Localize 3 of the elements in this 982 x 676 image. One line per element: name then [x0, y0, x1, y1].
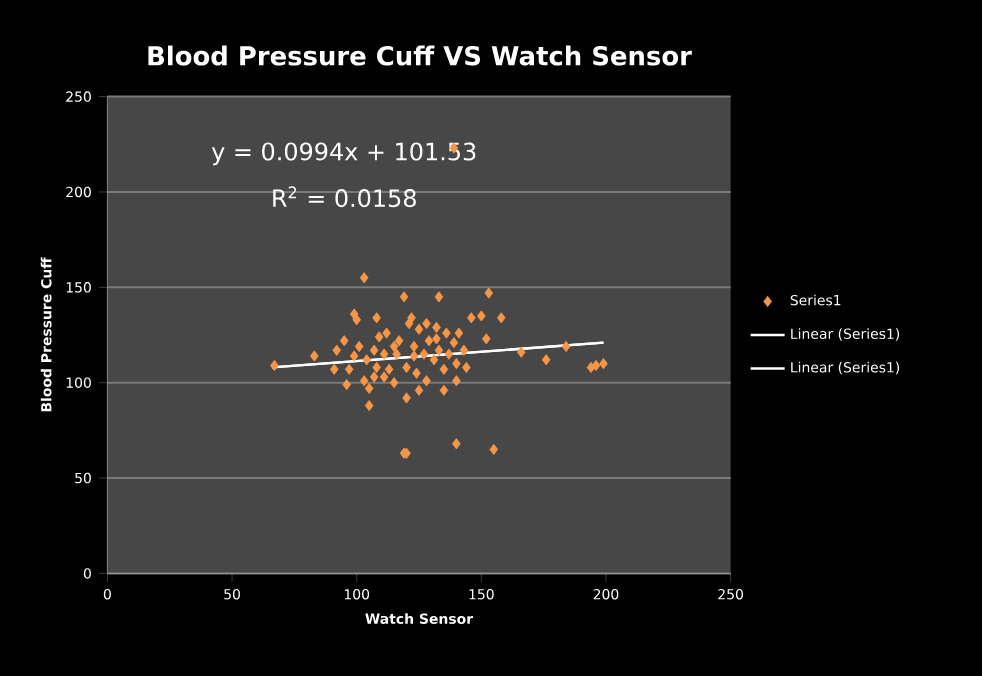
chart-title: Blood Pressure Cuff VS Watch Sensor: [148, 45, 692, 66]
annotation: y = 0.0994x + 101.53: [211, 142, 476, 166]
annotation: R$^{2}$ = 0.0158: [273, 186, 416, 208]
